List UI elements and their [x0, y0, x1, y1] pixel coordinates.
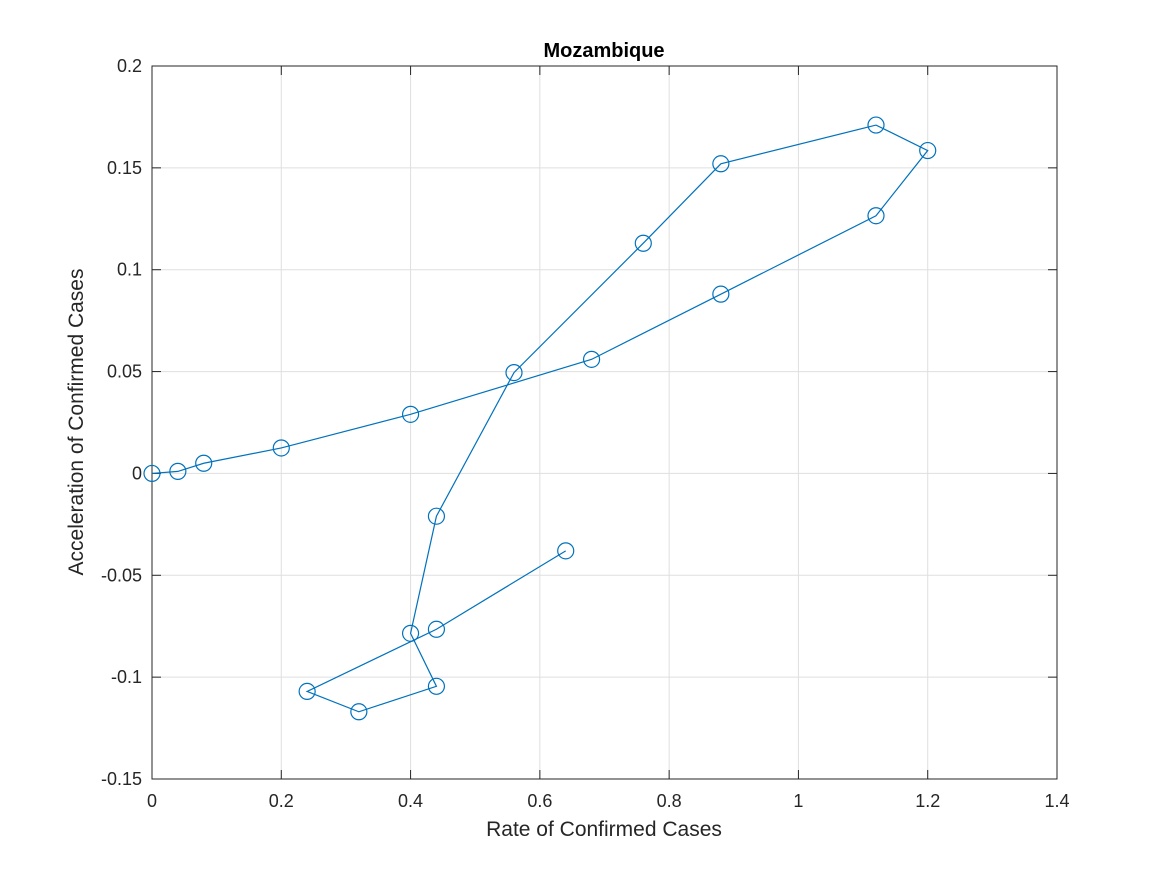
data-point [401, 405, 420, 423]
data-point [427, 507, 446, 525]
data-point [557, 542, 575, 560]
x-tick-label: 1.2 [915, 791, 940, 811]
y-tick-label: -0.1 [111, 667, 142, 687]
x-tick-label: 0 [147, 791, 157, 811]
x-tick-label: 1 [793, 791, 803, 811]
data-point [298, 682, 316, 701]
x-tick-label: 1.4 [1044, 791, 1069, 811]
data-point [350, 703, 368, 721]
x-tick-label: 0.4 [398, 791, 423, 811]
data-point [867, 207, 885, 225]
y-axis-label: Acceleration of Confirmed Cases [65, 269, 88, 576]
x-tick-label: 0.8 [657, 791, 682, 811]
data-point [712, 155, 730, 173]
series-group [143, 116, 937, 721]
data-point [427, 677, 446, 695]
y-tick-label: -0.05 [101, 565, 142, 585]
x-axis-label: Rate of Confirmed Cases [486, 818, 722, 841]
x-tick-label: 0.6 [527, 791, 552, 811]
data-point [195, 454, 213, 472]
data-point [272, 439, 290, 457]
y-tick-label: 0.2 [117, 56, 142, 76]
chart-title: Mozambique [543, 40, 664, 62]
data-point [712, 285, 730, 303]
y-tick-label: 0 [132, 463, 142, 483]
axes [151, 65, 1058, 780]
data-point [401, 624, 420, 642]
data-point [169, 462, 187, 480]
y-tick-label: 0.15 [107, 158, 142, 178]
plot-area [152, 66, 1057, 779]
ticks: 0 0.2 0.4 0.6 0.8 1 1.2 1.4 -0.15 -0.1 -0.05 0 0.05 0… [101, 56, 1070, 811]
data-point [634, 234, 652, 252]
data-point [867, 116, 885, 134]
data-point [505, 363, 523, 382]
y-tick-label: 0.05 [107, 362, 142, 382]
axes-box [151, 65, 1058, 780]
data-point [582, 350, 601, 368]
grid [151, 65, 1058, 780]
x-tick-label: 0.2 [269, 791, 294, 811]
series-line [151, 124, 929, 713]
data-point [427, 620, 446, 638]
y-tick-label: 0.1 [117, 260, 142, 280]
data-point [919, 141, 937, 160]
y-tick-label: -0.15 [101, 769, 142, 789]
data-point [143, 464, 161, 483]
